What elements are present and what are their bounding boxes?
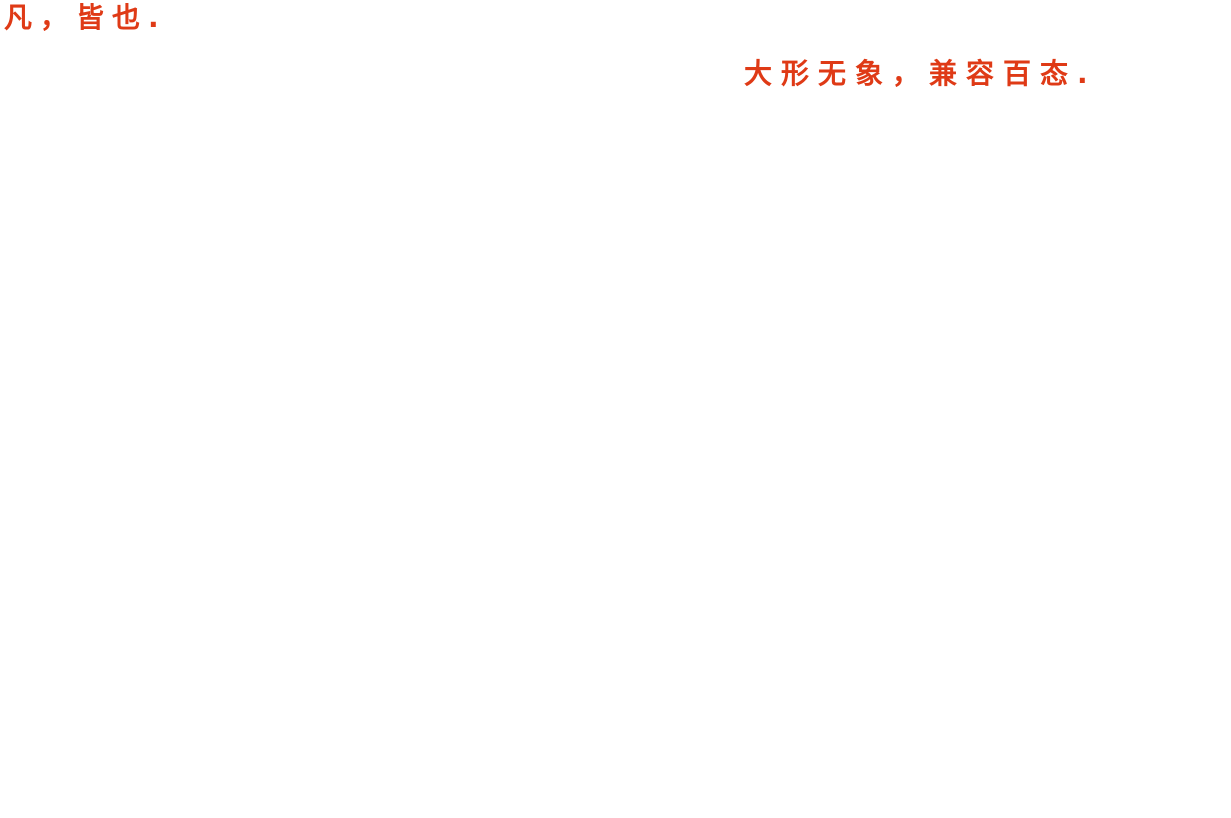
- caption-slogan: 大形无象，兼容百态.: [744, 57, 1097, 90]
- caption-fan-definition: 凡，皆也.: [4, 1, 167, 34]
